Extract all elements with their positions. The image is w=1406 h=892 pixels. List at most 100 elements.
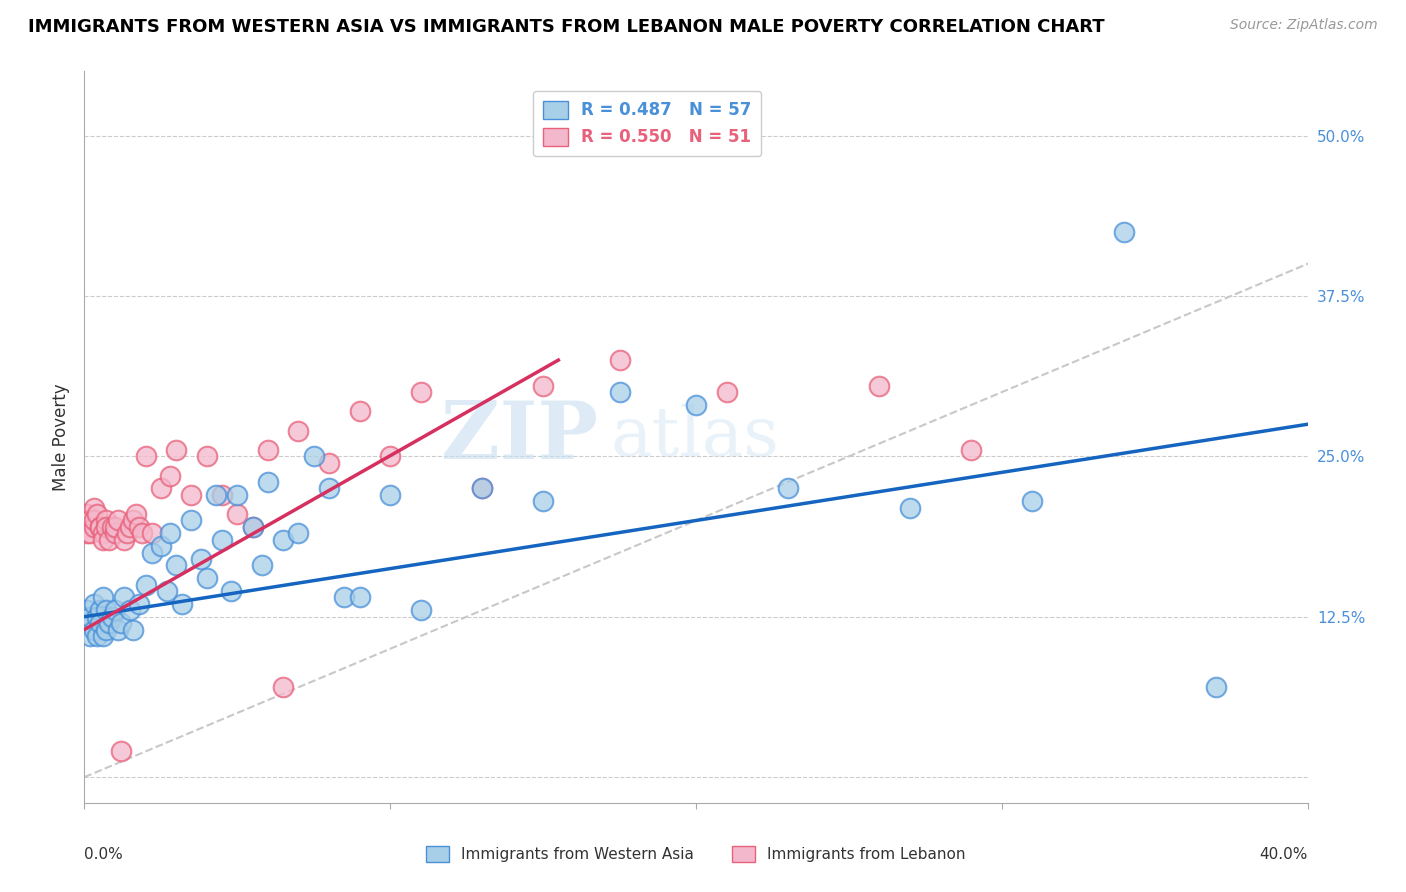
Point (97, 616, 120, 631)
Point (1205, 681, 1227, 695)
Point (211, 488, 233, 502)
Point (242, 520, 264, 534)
Point (76, 507, 98, 521)
Point (79, 514, 101, 528)
Point (716, 385, 738, 400)
Point (471, 482, 494, 496)
Point (107, 514, 129, 528)
Point (685, 398, 707, 412)
Point (349, 404, 371, 418)
Point (271, 533, 294, 547)
Point (83, 520, 105, 534)
Point (91, 591, 114, 605)
Point (122, 623, 145, 637)
Point (257, 442, 280, 457)
Point (135, 450, 157, 464)
Point (107, 623, 129, 637)
Text: 0.0%: 0.0% (84, 847, 124, 862)
Point (76, 526, 98, 541)
Point (83, 500, 105, 515)
Point (257, 475, 280, 489)
Point (165, 558, 187, 573)
Point (271, 681, 294, 695)
Point (89, 520, 111, 534)
Point (115, 526, 138, 541)
Point (531, 494, 554, 508)
Point (609, 385, 631, 400)
Point (83, 623, 105, 637)
Point (120, 520, 142, 534)
Point (869, 378, 891, 392)
Point (112, 533, 135, 547)
Point (125, 507, 148, 521)
Point (89, 616, 111, 631)
Point (91, 533, 114, 547)
Point (242, 520, 264, 534)
Point (165, 442, 187, 457)
Point (83, 597, 105, 611)
Point (79, 609, 101, 624)
Point (156, 584, 179, 599)
Text: IMMIGRANTS FROM WESTERN ASIA VS IMMIGRANTS FROM LEBANON MALE POVERTY CORRELATION: IMMIGRANTS FROM WESTERN ASIA VS IMMIGRAN… (28, 18, 1105, 36)
Point (104, 603, 127, 617)
Point (94, 623, 117, 637)
Point (250, 558, 273, 573)
Point (91, 629, 114, 643)
Point (333, 591, 356, 605)
Point (226, 507, 249, 521)
Point (180, 488, 202, 502)
Point (101, 609, 124, 624)
Point (318, 456, 340, 470)
Text: ZIP: ZIP (441, 398, 598, 476)
Point (79, 526, 101, 541)
Y-axis label: Male Poverty: Male Poverty (52, 384, 70, 491)
Point (287, 526, 309, 541)
Point (83, 514, 105, 528)
Point (94, 603, 117, 617)
Point (110, 744, 132, 758)
Point (89, 603, 111, 617)
Point (97, 533, 120, 547)
Point (898, 500, 921, 515)
Point (86, 629, 108, 643)
Point (112, 591, 135, 605)
Point (120, 603, 142, 617)
Point (86, 609, 108, 624)
Text: Source: ZipAtlas.com: Source: ZipAtlas.com (1230, 18, 1378, 32)
Point (960, 442, 983, 457)
Point (149, 482, 172, 496)
Point (219, 584, 242, 599)
Point (159, 468, 181, 483)
Point (94, 514, 117, 528)
Point (76, 616, 98, 631)
Legend: Immigrants from Western Asia, Immigrants from Lebanon: Immigrants from Western Asia, Immigrants… (420, 839, 972, 868)
Point (349, 591, 371, 605)
Point (76, 520, 98, 534)
Point (195, 571, 218, 585)
Point (76, 603, 98, 617)
Point (409, 385, 432, 400)
Point (101, 520, 124, 534)
Point (380, 450, 402, 464)
Point (380, 488, 402, 502)
Point (531, 378, 554, 392)
Point (122, 514, 145, 528)
Point (609, 353, 631, 368)
Point (211, 533, 233, 547)
Point (128, 520, 150, 534)
Point (287, 424, 309, 438)
Point (172, 597, 194, 611)
Point (302, 450, 325, 464)
Point (149, 539, 172, 553)
Point (104, 520, 127, 534)
Point (205, 488, 228, 502)
Point (135, 577, 157, 591)
Point (141, 526, 163, 541)
Point (318, 482, 340, 496)
Point (86, 507, 108, 521)
Point (79, 629, 101, 643)
Point (110, 616, 132, 631)
Point (409, 603, 432, 617)
Point (471, 482, 494, 496)
Text: 40.0%: 40.0% (1260, 847, 1308, 862)
